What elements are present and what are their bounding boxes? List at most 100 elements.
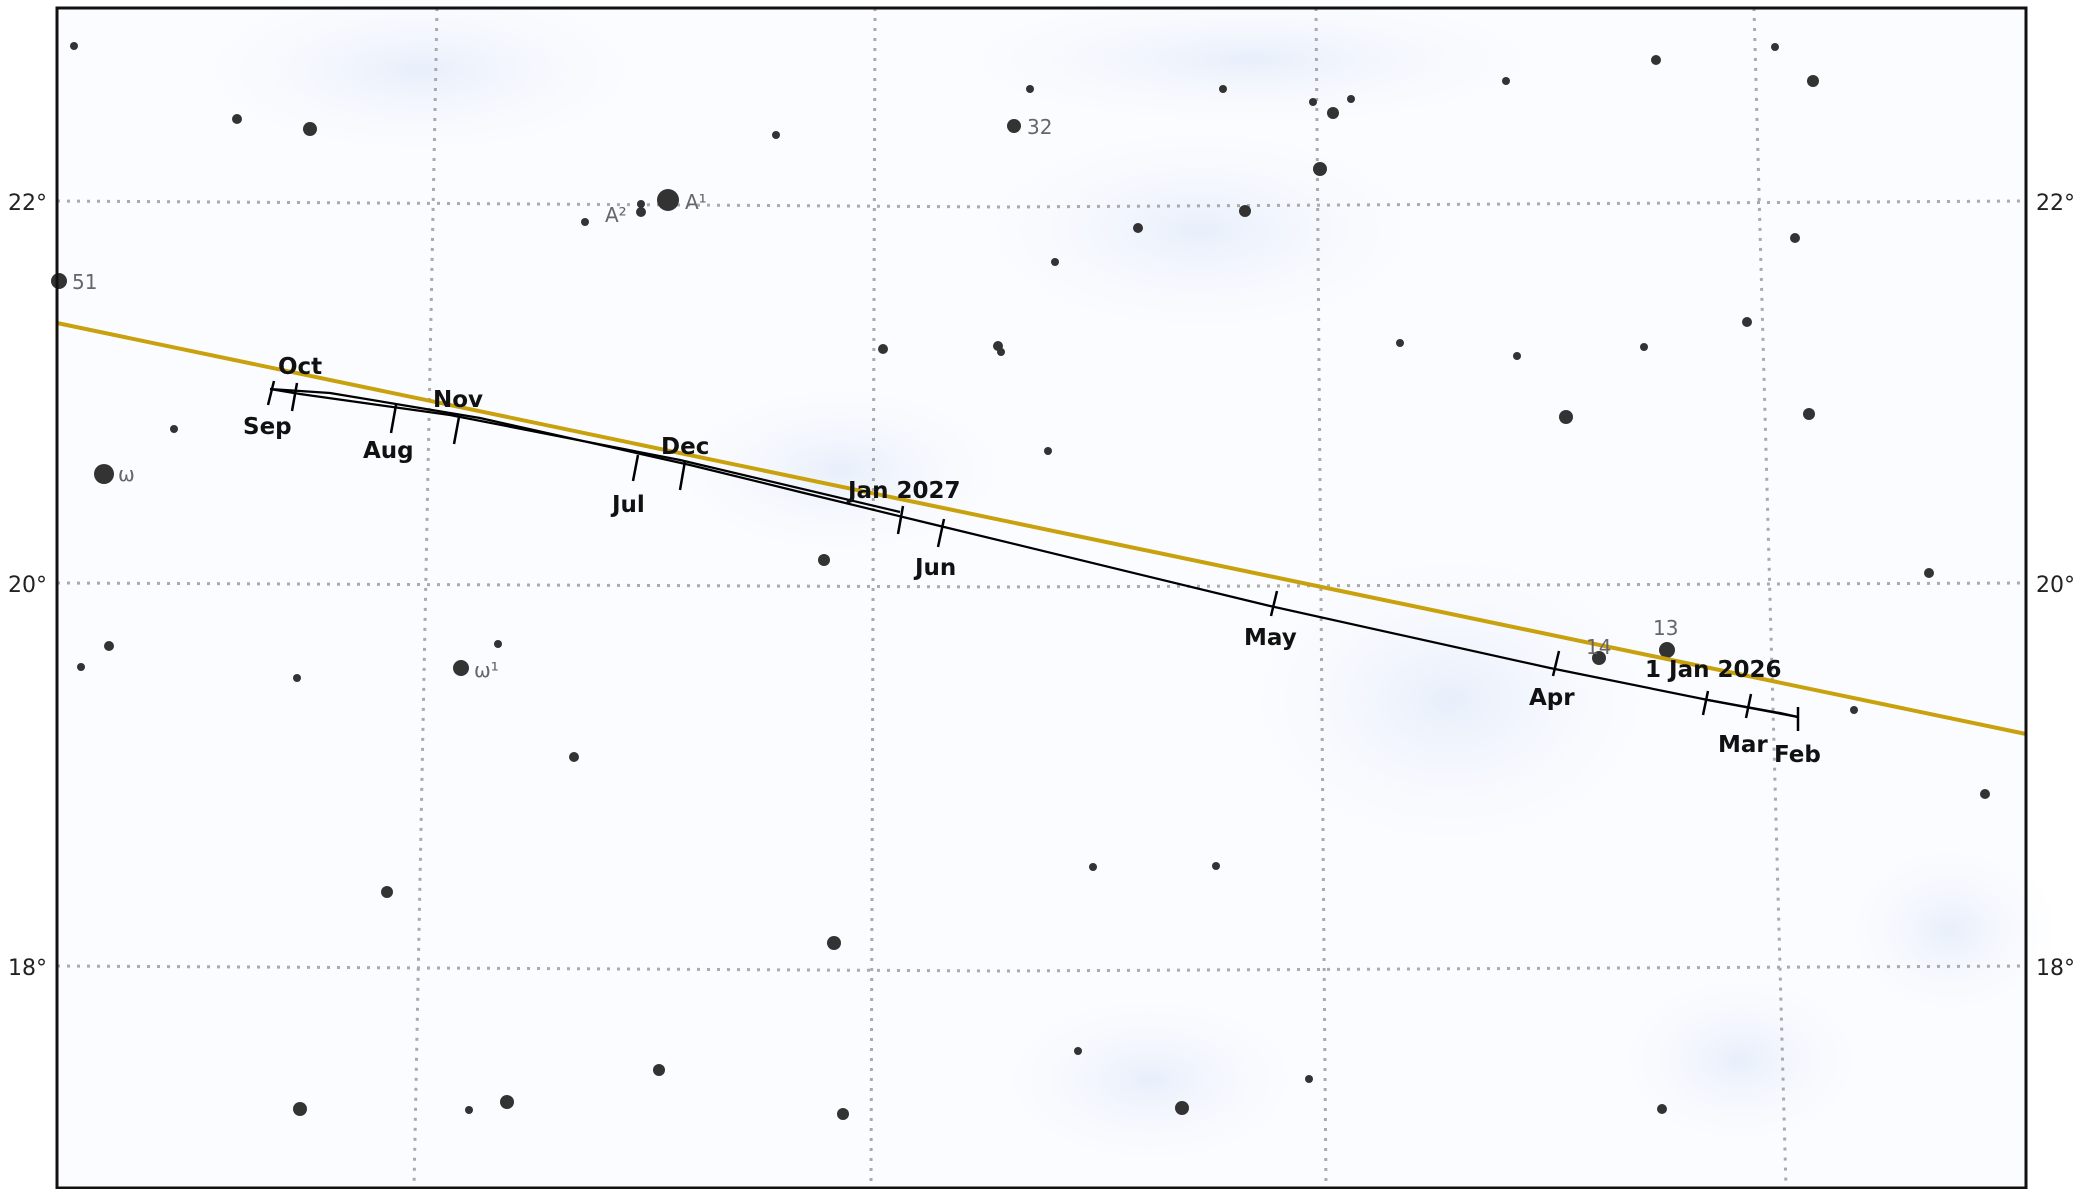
path-line-loop xyxy=(269,387,901,514)
star-60 xyxy=(1305,1075,1313,1083)
star-13 xyxy=(1771,43,1779,51)
star-9 xyxy=(1327,107,1339,119)
star-28 xyxy=(1044,447,1052,455)
star-46 xyxy=(1980,789,1990,799)
star-2 xyxy=(232,114,242,124)
ecliptic-line xyxy=(56,321,2027,736)
month-labels: 1 Jan 2026 Feb Mar Apr May Jun Jul Aug S… xyxy=(243,354,1821,768)
star-57 xyxy=(837,1108,849,1120)
star-field xyxy=(51,42,1990,1120)
star-20 xyxy=(636,207,646,217)
star-51 xyxy=(1089,863,1097,871)
star-35 xyxy=(170,425,178,433)
star-40 xyxy=(104,641,114,651)
star-27 xyxy=(997,348,1005,356)
month-label-apr: Apr xyxy=(1529,685,1575,711)
star-1 xyxy=(70,42,78,50)
star-30 xyxy=(1513,352,1521,360)
dec-label-22-left: 22° xyxy=(8,191,47,216)
dec-label-18-right: 18° xyxy=(2036,956,2075,981)
ra-line-4 xyxy=(1752,7,1788,1189)
star-43 xyxy=(494,640,502,648)
star-47 xyxy=(1592,651,1606,665)
star-61 xyxy=(1657,1104,1667,1114)
dec-label-20-left: 20° xyxy=(8,573,47,598)
star-49 xyxy=(381,886,393,898)
star-18 xyxy=(1051,258,1059,266)
star-59 xyxy=(1175,1101,1189,1115)
star-42 xyxy=(453,660,469,676)
tick-sep xyxy=(266,380,276,406)
star-56 xyxy=(653,1064,665,1076)
tick-may xyxy=(1269,590,1279,617)
star-34 xyxy=(1803,408,1815,420)
star-25 xyxy=(878,344,888,354)
star-21 xyxy=(657,189,679,211)
path-ticks xyxy=(266,380,1800,731)
star-3 xyxy=(303,122,317,136)
star-12 xyxy=(1651,55,1661,65)
star-33 xyxy=(1559,410,1573,424)
star-24 xyxy=(51,273,67,289)
star-4 xyxy=(772,131,780,139)
month-label-may: May xyxy=(1244,625,1297,651)
dec-label-20-right: 20° xyxy=(2036,573,2075,598)
star-15 xyxy=(1313,162,1327,176)
star-38 xyxy=(1924,568,1934,578)
star-29 xyxy=(1396,339,1404,347)
dec-label-22-right: 22° xyxy=(2036,191,2075,216)
star-41 xyxy=(293,674,301,682)
star-32 xyxy=(1742,317,1752,327)
tick-oct xyxy=(290,382,299,412)
star-10 xyxy=(1347,95,1355,103)
star-53 xyxy=(293,1102,307,1116)
month-label-jul: Jul xyxy=(610,492,645,518)
star-label-a2: A² xyxy=(605,203,627,227)
month-label-feb: Feb xyxy=(1774,742,1821,768)
tick-nov xyxy=(452,416,461,445)
star-16 xyxy=(1239,205,1251,217)
tick-jan-2026 xyxy=(1701,690,1710,716)
star-44 xyxy=(569,752,579,762)
path-line-loop-end xyxy=(1707,698,1799,719)
tick-dec xyxy=(678,460,687,491)
star-label-a1: A¹ xyxy=(685,190,707,214)
path-line-main xyxy=(269,387,1799,719)
star-label-omega1: ω¹ xyxy=(474,658,499,682)
star-36 xyxy=(94,464,114,484)
ra-line-2 xyxy=(869,7,877,1189)
month-label-mar: Mar xyxy=(1718,732,1768,758)
star-5 xyxy=(1026,85,1034,93)
month-label-jan-2026: 1 Jan 2026 xyxy=(1645,657,1781,683)
star-37 xyxy=(818,554,830,566)
tick-apr xyxy=(1551,650,1561,677)
star-label-32: 32 xyxy=(1027,115,1052,139)
star-58 xyxy=(1074,1047,1082,1055)
chart-frame xyxy=(55,6,2028,1189)
ra-line-3 xyxy=(1314,7,1328,1189)
star-label-13: 13 xyxy=(1653,616,1678,640)
month-label-dec: Dec xyxy=(661,434,709,460)
star-50 xyxy=(827,936,841,950)
tick-mar xyxy=(1744,693,1753,719)
month-label-oct: Oct xyxy=(278,354,322,380)
star-22 xyxy=(581,218,589,226)
star-7 xyxy=(1219,85,1227,93)
coordinate-grid xyxy=(56,7,2027,1189)
star-48 xyxy=(1659,642,1675,658)
star-11 xyxy=(1502,77,1510,85)
star-label-omega: ω xyxy=(118,462,135,486)
dec-labels: 22° 20° 18° 22° 20° 18° xyxy=(8,191,2075,981)
star-54 xyxy=(465,1106,473,1114)
star-label-14: 14 xyxy=(1586,635,1611,659)
month-label-jun: Jun xyxy=(913,555,956,581)
star-14 xyxy=(1807,75,1819,87)
star-6 xyxy=(1007,119,1021,133)
star-55 xyxy=(500,1095,514,1109)
tick-aug xyxy=(389,404,398,434)
planet-path xyxy=(269,387,1799,719)
ra-line-1 xyxy=(412,7,439,1189)
star-label-51: 51 xyxy=(72,270,97,294)
month-label-jan-2027: Jan 2027 xyxy=(846,478,960,504)
